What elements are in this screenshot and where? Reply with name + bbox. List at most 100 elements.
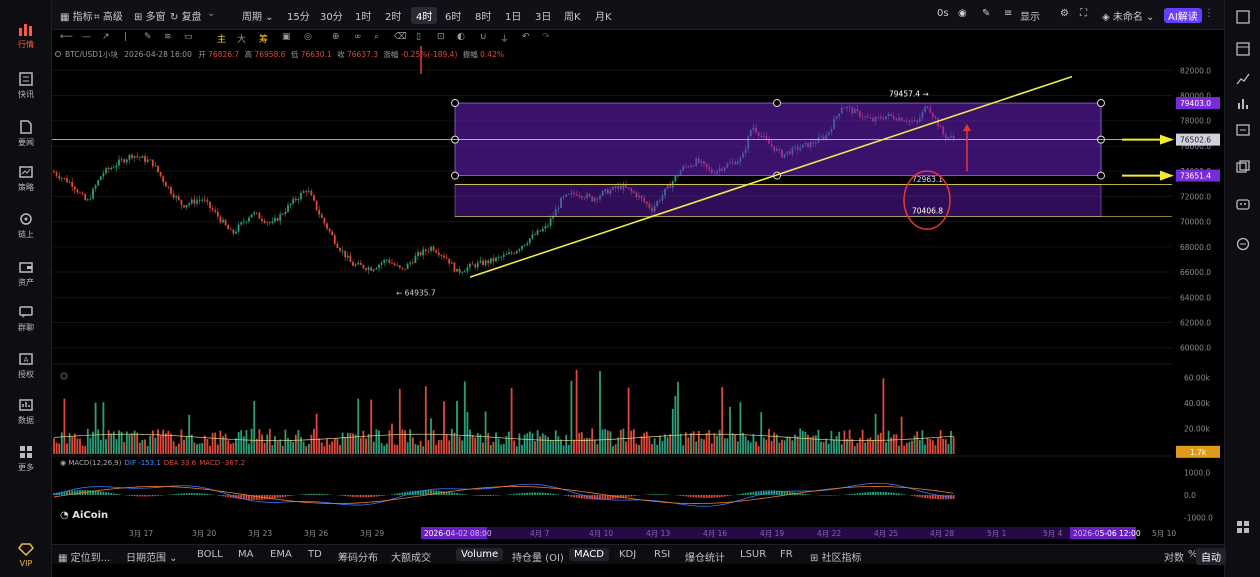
settings-lines-icon[interactable]: ≡	[1004, 8, 1013, 19]
layout-icon[interactable]	[1236, 42, 1250, 56]
fullscreen-icon[interactable]: ⛶	[1080, 8, 1087, 19]
period-button[interactable]: 周期 ⌄	[242, 12, 274, 23]
indicator-ema[interactable]: EMA	[270, 549, 292, 560]
interval-2h[interactable]: 2时	[385, 12, 402, 23]
sidebar-item-authorize[interactable]: A 授权	[0, 352, 52, 380]
sub-rsi[interactable]: RSI	[654, 549, 671, 560]
drawing-handle[interactable]	[773, 99, 781, 108]
interval-week[interactable]: 周K	[564, 12, 581, 23]
candle-body	[159, 171, 162, 177]
copy-icon[interactable]	[1236, 160, 1250, 174]
link-tool-icon[interactable]: ∞	[354, 32, 362, 42]
compass-icon[interactable]: ◎	[304, 32, 312, 42]
sidebar-item-market[interactable]: 行情	[0, 22, 52, 50]
redo-icon[interactable]: ↷	[542, 32, 550, 42]
trend-icon[interactable]	[1236, 72, 1250, 86]
sidebar-item-onchain[interactable]: 链上	[0, 212, 52, 240]
drawing-handle[interactable]	[1097, 99, 1105, 108]
percent-toggle[interactable]: %	[1188, 549, 1198, 560]
eye-icon[interactable]: ◐	[457, 32, 465, 42]
robot-icon[interactable]	[1236, 197, 1250, 211]
log-toggle[interactable]: 对数	[1164, 553, 1184, 564]
multi-window-button[interactable]: ⊞ 多窗	[134, 12, 166, 23]
sidebar-item-data[interactable]: 数据	[0, 398, 52, 426]
community-indicator-button[interactable]: ⊞ 社区指标	[810, 553, 862, 564]
ai-read-button[interactable]: AI解读	[1164, 8, 1202, 23]
interval-3d[interactable]: 3日	[535, 12, 552, 23]
eraser-icon[interactable]: ⌫	[394, 32, 407, 42]
indicator-button[interactable]: ▦ 指标	[60, 12, 93, 23]
more-icon[interactable]: ⋮	[1204, 8, 1214, 19]
sub-kdj[interactable]: KDJ	[619, 549, 637, 560]
date-range-button[interactable]: 日期范围 ⌄	[126, 553, 178, 564]
sub-macd[interactable]: MACD	[569, 548, 609, 561]
sidebar-item-flash[interactable]: 快讯	[0, 72, 52, 100]
chevron-down-icon[interactable]: ⌄	[207, 8, 216, 19]
interval-1d[interactable]: 1日	[505, 12, 522, 23]
indicator-large-trades[interactable]: 大额成交	[391, 553, 431, 564]
drawing-handle[interactable]	[451, 99, 459, 108]
interval-30m[interactable]: 30分	[320, 12, 343, 23]
sidebar-item-strategy[interactable]: 策略	[0, 165, 52, 193]
ray-icon[interactable]: ↗	[102, 32, 110, 42]
link-icon[interactable]	[1236, 237, 1250, 251]
magnet-icon[interactable]: ∪	[480, 32, 487, 42]
app-grid-icon[interactable]	[1236, 520, 1250, 534]
collapse-icon[interactable]: ⟵	[60, 32, 73, 42]
bars-icon[interactable]	[1236, 97, 1250, 111]
toolbar-chip[interactable]: 筹	[259, 35, 269, 45]
edit-icon[interactable]: ✎	[982, 8, 991, 19]
volume-settings-icon[interactable]	[60, 372, 68, 380]
macd-histogram-bar	[570, 495, 573, 497]
toolbar-main[interactable]: 主	[217, 35, 227, 45]
sidebar-item-more[interactable]: 更多	[0, 445, 52, 473]
undo-icon[interactable]: ↶	[522, 32, 530, 42]
indicator-td[interactable]: TD	[308, 549, 322, 560]
layers-icon[interactable]: ▣	[282, 32, 291, 42]
magnify-icon[interactable]: ⌕	[374, 32, 380, 42]
gear-icon[interactable]: ⚙	[1060, 8, 1069, 19]
filter-icon[interactable]: ⏚	[500, 35, 510, 45]
list-icon[interactable]	[1236, 123, 1250, 137]
sub-oi[interactable]: 持仓量 (OI)	[512, 553, 564, 564]
interval-15m[interactable]: 15分	[287, 12, 310, 23]
sidebar-item-chat[interactable]: 群聊	[0, 305, 52, 333]
indicator-chip-dist[interactable]: 筹码分布	[338, 553, 378, 564]
interval-8h[interactable]: 8时	[475, 12, 492, 23]
interval-1h[interactable]: 1时	[355, 12, 372, 23]
sub-liquidations[interactable]: 爆仓统计	[685, 553, 725, 564]
auto-toggle[interactable]: 自动	[1196, 548, 1226, 565]
pen-icon[interactable]: ✎	[144, 32, 152, 42]
window-icon[interactable]	[1236, 10, 1250, 24]
sub-lsur[interactable]: LSUR	[740, 549, 767, 560]
indicator-boll[interactable]: BOLL	[197, 549, 223, 560]
horizontal-line-icon[interactable]: —	[82, 32, 91, 42]
interval-4h[interactable]: 4时	[411, 7, 438, 24]
fib-icon[interactable]: ≋	[164, 32, 172, 42]
indicator-ma[interactable]: MA	[238, 549, 254, 560]
sub-fr[interactable]: FR	[780, 549, 793, 560]
replay-button[interactable]: ↻ 复盘	[170, 12, 202, 23]
rect-icon[interactable]: ▭	[184, 32, 193, 42]
workspace-button[interactable]: ◈ 未命名 ⌄	[1102, 12, 1155, 23]
lock-icon[interactable]: ⊡	[437, 32, 445, 42]
toolbar-big[interactable]: 大	[237, 35, 247, 45]
sidebar-item-news[interactable]: 要闻	[0, 120, 52, 148]
sidebar-item-assets[interactable]: 资产	[0, 260, 52, 288]
interval-6h[interactable]: 6时	[445, 12, 462, 23]
camera-icon[interactable]: ◉	[958, 8, 967, 19]
ruler-icon[interactable]: ▯	[416, 32, 421, 42]
vertical-line-icon[interactable]: |	[124, 32, 128, 42]
candle-body	[398, 265, 401, 268]
drawing-handle[interactable]	[451, 171, 459, 180]
display-button[interactable]: 显示	[1020, 12, 1040, 23]
sub-volume[interactable]: Volume	[456, 548, 504, 561]
price-chart[interactable]: BTC/USD1小块 2026-04-28 16:00 开 76826.7 高 …	[52, 46, 1224, 544]
volume-bar	[115, 439, 118, 454]
vip-button[interactable]: VIP	[0, 542, 52, 568]
advanced-button[interactable]: ⌗ 高级	[94, 12, 123, 23]
crosshair-icon[interactable]: ⊕	[332, 32, 340, 42]
locate-button[interactable]: ▦ 定位到...	[58, 553, 111, 564]
drawing-handle[interactable]	[1097, 171, 1105, 180]
interval-month[interactable]: 月K	[595, 12, 612, 23]
